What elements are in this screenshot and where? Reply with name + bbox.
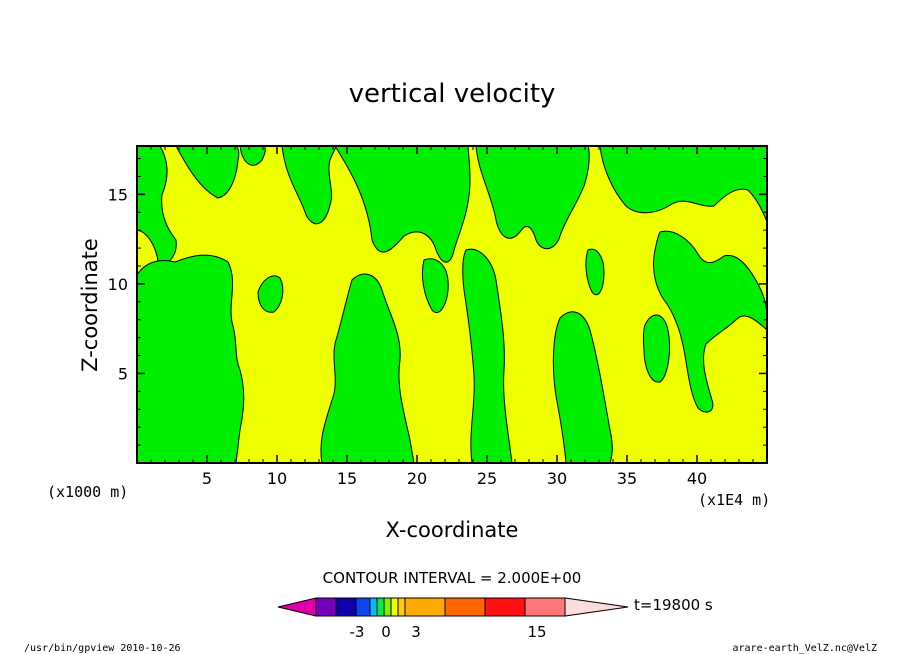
colorbar-box <box>390 597 399 617</box>
negative-region-6 <box>257 275 284 313</box>
x-tick-label: 5 <box>202 469 212 488</box>
negative-region-12 <box>552 311 613 464</box>
footer-left: /usr/bin/gpview 2010-10-26 <box>24 643 181 654</box>
y-axis-ticks: 5 10 15 <box>108 158 767 446</box>
colorbar-labels: -3 0 3 15 <box>350 623 547 641</box>
colorbar <box>277 597 629 617</box>
negative-region-4 <box>136 254 245 464</box>
colorbar-box <box>484 597 526 617</box>
y-tick-label: 10 <box>108 275 128 294</box>
y-tick-label: 15 <box>108 185 128 204</box>
x-tick-label: 20 <box>407 469 427 488</box>
negative-region-5 <box>281 145 337 225</box>
colorbar-box <box>369 597 378 617</box>
colorbar-box <box>376 597 385 617</box>
colorbar-box <box>355 597 371 617</box>
chart-title: vertical velocity <box>349 79 556 109</box>
y-tick-label: 5 <box>118 364 128 383</box>
negative-region-1 <box>136 145 177 272</box>
negative-region-8 <box>475 145 590 250</box>
colorbar-box <box>383 597 392 617</box>
colorbar-box <box>524 597 566 617</box>
x-tick-label: 30 <box>547 469 567 488</box>
x-tick-label: 25 <box>477 469 497 488</box>
colorbar-level-label: 15 <box>527 623 546 641</box>
y-axis-label: Z-coordinate <box>78 238 102 372</box>
colorbar-box <box>404 597 446 617</box>
negative-region-13 <box>599 145 768 223</box>
negative-region-2 <box>175 145 240 199</box>
x-unit-right: (x1E4 m) <box>698 491 770 509</box>
negative-region-9 <box>320 273 415 464</box>
colorbar-lower-triangle <box>277 597 317 617</box>
colorbar-upper-triangle <box>564 597 629 617</box>
negative-region-7 <box>334 145 471 263</box>
colorbar-box <box>315 597 337 617</box>
negative-region-14 <box>653 230 768 413</box>
footer-right: arare-earth_VelZ.nc@VelZ <box>733 643 878 654</box>
negative-velocity-regions <box>136 145 768 464</box>
time-label: t=19800 s <box>634 596 713 614</box>
colorbar-box <box>335 597 357 617</box>
negative-region-15 <box>642 314 671 383</box>
colorbar-level-label: -3 <box>350 623 365 641</box>
colorbar-level-label: 3 <box>411 623 421 641</box>
plot-frame <box>136 145 768 464</box>
x-unit-left: (x1000 m) <box>47 483 128 501</box>
x-tick-label: 35 <box>617 469 637 488</box>
negative-region-3 <box>239 145 266 166</box>
colorbar-box <box>397 597 406 617</box>
colorbar-level-label: 0 <box>381 623 391 641</box>
contour-interval-label: CONTOUR INTERVAL = 2.000E+00 <box>323 569 582 587</box>
x-axis-label: X-coordinate <box>386 518 519 542</box>
x-tick-label: 15 <box>337 469 357 488</box>
x-tick-label: 40 <box>687 469 707 488</box>
plot-area: 5 10 15 20 25 30 35 40 5 10 15 <box>108 145 768 488</box>
x-axis-ticks: 5 10 15 20 25 30 35 40 <box>150 146 754 488</box>
negative-region-16 <box>585 248 605 296</box>
negative-region-10 <box>421 258 449 313</box>
colorbar-box <box>444 597 486 617</box>
x-tick-label: 10 <box>267 469 287 488</box>
